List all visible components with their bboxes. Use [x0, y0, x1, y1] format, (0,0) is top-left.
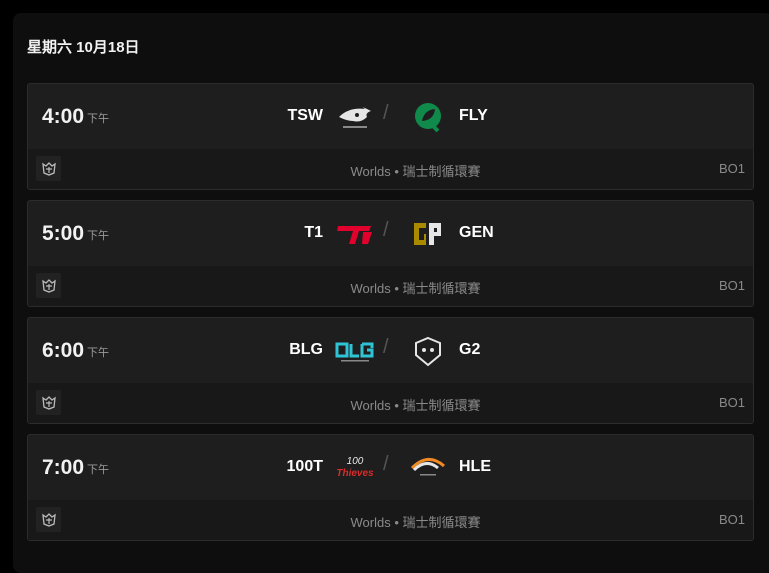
match-card[interactable]: 7:00 下午 100T 100 Thieves / HLE Worlds • 瑞… — [27, 434, 754, 541]
event-name: Worlds • 瑞士制循環賽 — [350, 164, 481, 179]
match-ampm: 下午 — [87, 347, 109, 359]
g2-logo-icon[interactable] — [408, 335, 448, 367]
match-card[interactable]: 6:00 下午 BLG / G2 Worlds • 瑞士制循環賽 BO1 — [27, 317, 754, 424]
match-header: 7:00 下午 100T 100 Thieves / HLE — [28, 435, 753, 500]
match-header: 4:00 下午 TSW / FLY — [28, 84, 753, 149]
match-format: BO1 — [718, 512, 745, 527]
team1-name[interactable]: T1 — [304, 224, 323, 241]
event-name: Worlds • 瑞士制循環賽 — [350, 398, 481, 413]
worlds-trophy-icon — [36, 273, 61, 298]
versus-separator: / — [383, 336, 389, 358]
blg-logo-icon[interactable] — [335, 335, 375, 367]
versus-separator: / — [383, 219, 389, 241]
match-footer: Worlds • 瑞士制循環賽 BO1 — [28, 149, 753, 189]
team1-name[interactable]: BLG — [289, 341, 323, 358]
match-time: 4:00 — [42, 105, 85, 128]
hanwha-life-logo-icon[interactable] — [408, 452, 448, 484]
team1-name[interactable]: TSW — [287, 107, 323, 124]
team2-name[interactable]: G2 — [459, 341, 481, 358]
team2-name[interactable]: FLY — [459, 107, 488, 124]
svg-text:Thieves: Thieves — [336, 468, 374, 479]
match-header: 6:00 下午 BLG / G2 — [28, 318, 753, 383]
match-card[interactable]: 4:00 下午 TSW / FLY Worlds • 瑞士制循環賽 BO1 — [27, 83, 754, 190]
team2-name[interactable]: GEN — [459, 224, 494, 241]
versus-separator: / — [383, 453, 389, 475]
secret-whales-logo-icon[interactable] — [335, 101, 375, 133]
t1-logo-icon[interactable] — [335, 218, 375, 250]
match-footer: Worlds • 瑞士制循環賽 BO1 — [28, 266, 753, 306]
match-header: 5:00 下午 T1 / GEN — [28, 201, 753, 266]
match-ampm: 下午 — [87, 230, 109, 242]
flyquest-logo-icon[interactable] — [408, 101, 448, 133]
match-format: BO1 — [718, 395, 745, 410]
svg-text:100: 100 — [347, 456, 364, 467]
match-time: 7:00 — [42, 456, 85, 479]
match-format: BO1 — [718, 278, 745, 293]
match-time: 5:00 — [42, 222, 85, 245]
versus-separator: / — [383, 102, 389, 124]
match-footer: Worlds • 瑞士制循環賽 BO1 — [28, 383, 753, 423]
match-footer: Worlds • 瑞士制循環賽 BO1 — [28, 500, 753, 540]
worlds-trophy-icon — [36, 156, 61, 181]
match-format: BO1 — [718, 161, 745, 176]
match-time: 6:00 — [42, 339, 85, 362]
worlds-trophy-icon — [36, 390, 61, 415]
event-name: Worlds • 瑞士制循環賽 — [350, 515, 481, 530]
date-heading: 星期六 10月18日 — [27, 39, 140, 56]
match-ampm: 下午 — [87, 113, 109, 125]
team2-name[interactable]: HLE — [459, 458, 491, 475]
gen-g-logo-icon[interactable] — [408, 218, 448, 250]
match-ampm: 下午 — [87, 464, 109, 476]
team1-name[interactable]: 100T — [286, 458, 323, 475]
event-name: Worlds • 瑞士制循環賽 — [350, 281, 481, 296]
match-card[interactable]: 5:00 下午 T1 / GEN Worlds • 瑞士制循環賽 BO1 — [27, 200, 754, 307]
worlds-trophy-icon — [36, 507, 61, 532]
